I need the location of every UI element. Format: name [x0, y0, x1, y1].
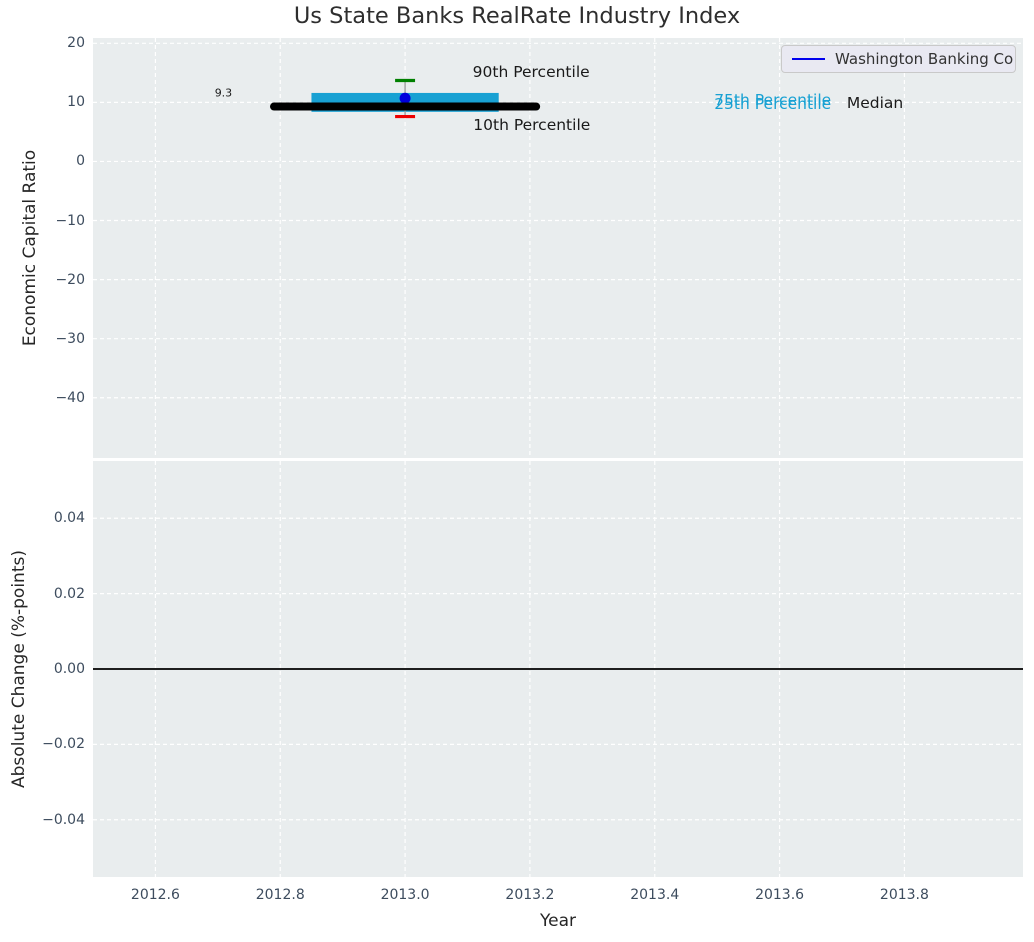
- top-y-axis-label: Economic Capital Ratio: [20, 149, 40, 347]
- legend-entry-label: Washington Banking Co: [835, 50, 1014, 68]
- legend-line-sample-icon: [792, 58, 825, 60]
- chart-title: Us State Banks RealRate Industry Index: [293, 3, 741, 29]
- plot-background: [93, 38, 1023, 458]
- bottom-y-axis-label: Absolute Change (%-points): [9, 550, 29, 788]
- company-dot: [399, 92, 411, 104]
- legend: Washington Banking Co: [781, 45, 1016, 73]
- x-axis-label: Year: [540, 911, 576, 931]
